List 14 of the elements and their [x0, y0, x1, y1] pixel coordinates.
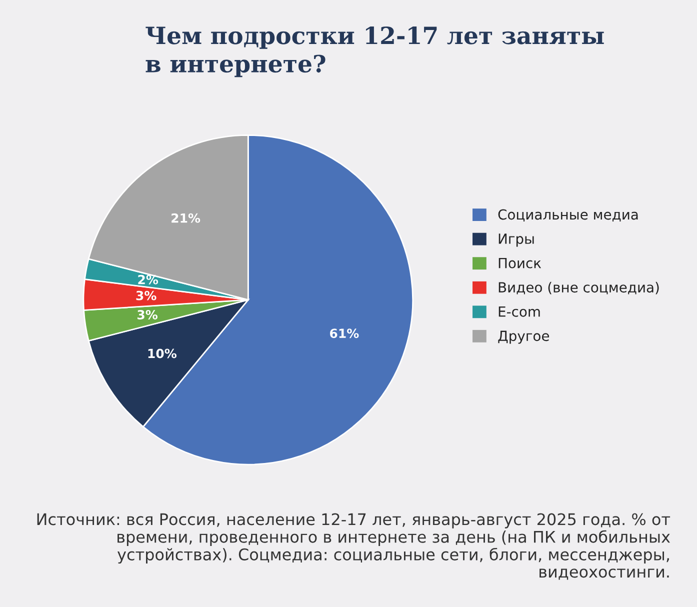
text: Источник: вся Россия, население 12-17 лет, январь-август 2025 года. % от времени, проведенного в интернете за день (на ПК и мобильных устройствах). Соцмедиа: социальные сети, блоги, мессенджеры, видеохостинги. — [37, 513, 670, 580]
legend-label: Поиск — [498, 258, 542, 268]
data-label: 21% — [172, 213, 200, 223]
data-label: 3% — [138, 310, 158, 320]
data-label: 10% — [148, 348, 176, 358]
legend-label: Другое — [498, 330, 550, 344]
data-label: 61% — [330, 328, 359, 338]
data-label: 2% — [138, 274, 158, 284]
legend-label: Видео (вне соцмедиа) — [498, 282, 659, 294]
legend-label: E-com — [498, 306, 540, 317]
data-label: 3% — [136, 290, 156, 300]
chart-title: Чем подростки 12-17 лет заняты в интернете? — [146, 26, 604, 78]
legend-label: Игры — [498, 234, 534, 247]
legend-label: Социальные медиа — [498, 209, 638, 222]
